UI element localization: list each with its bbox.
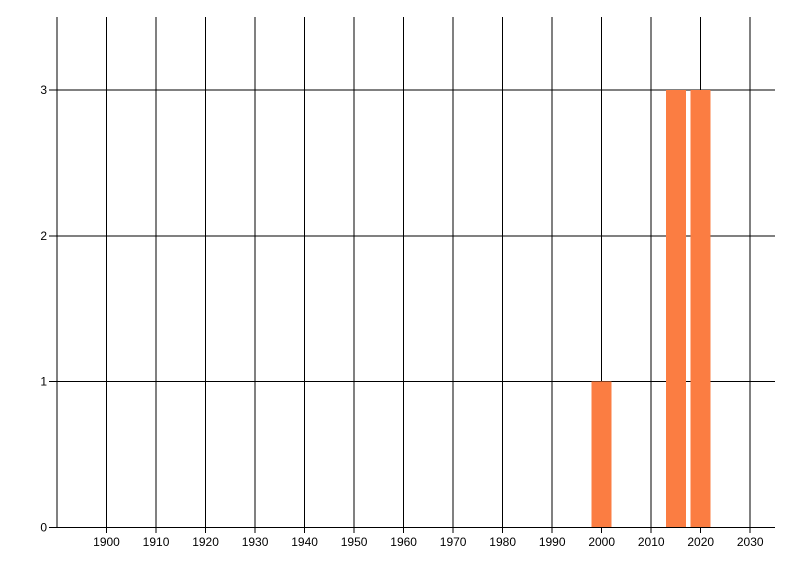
x-tick-label: 1980 — [489, 535, 516, 549]
x-tick-label: 2020 — [687, 535, 714, 549]
bar — [690, 89, 711, 528]
y-tick-label: 0 — [40, 521, 47, 535]
x-tick-label: 1920 — [192, 535, 219, 549]
x-tick-label: 1960 — [390, 535, 417, 549]
x-tick-label: 2030 — [737, 535, 764, 549]
x-tick-label: 2010 — [638, 535, 665, 549]
x-tick-label: 1910 — [143, 535, 170, 549]
x-tick-label: 1950 — [341, 535, 368, 549]
x-tick-label: 2000 — [588, 535, 615, 549]
bar — [591, 381, 612, 528]
x-tick-label: 1900 — [93, 535, 120, 549]
x-tick-label: 1940 — [291, 535, 318, 549]
y-tick-label: 1 — [40, 375, 47, 389]
x-tick-label: 1990 — [539, 535, 566, 549]
x-tick-label: 1930 — [242, 535, 269, 549]
y-tick-label: 3 — [40, 83, 47, 97]
y-tick-label: 2 — [40, 229, 47, 243]
x-tick-label: 1970 — [440, 535, 467, 549]
bar — [665, 89, 686, 528]
